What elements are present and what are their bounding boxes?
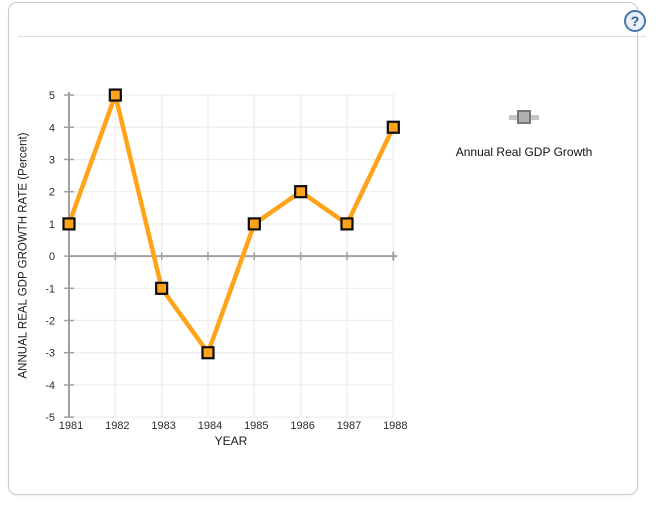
data-point-1985	[247, 217, 261, 231]
topbar-divider	[18, 36, 646, 37]
data-point-1981	[62, 217, 76, 231]
y-tick-label: 1	[49, 219, 55, 231]
x-tick-label: 1988	[383, 420, 407, 432]
help-button[interactable]: ?	[624, 10, 646, 32]
x-tick-label: 1983	[151, 420, 175, 432]
y-tick-label: -2	[45, 316, 55, 328]
legend-square-marker-icon	[517, 110, 531, 124]
series-line-annual-real-gdp-growth	[66, 92, 396, 355]
data-point-1982	[108, 88, 122, 102]
x-tick-label: 1981	[59, 420, 83, 432]
x-tick-label: 1986	[290, 420, 314, 432]
x-tick-label: 1987	[337, 420, 361, 432]
y-tick-label: 0	[49, 251, 55, 263]
y-tick-label: -3	[45, 348, 55, 360]
y-tick-label: -4	[45, 380, 55, 392]
data-point-1988	[386, 120, 400, 134]
legend-label: Annual Real GDP Growth	[455, 145, 593, 159]
data-point-1987	[340, 217, 354, 231]
y-tick-label: -1	[45, 283, 55, 295]
data-point-1983	[155, 281, 169, 295]
y-tick-label: 5	[49, 90, 55, 102]
legend: Annual Real GDP Growth	[424, 100, 624, 162]
x-axis-title: YEAR	[214, 434, 248, 448]
y-tick-label: 4	[49, 122, 55, 134]
y-tick-label: 3	[49, 154, 55, 166]
gdp-growth-line-chart: -5 -4 -3 -2 -1 0 1 2 3 4 5 1981 1982 1983 1984 1985 1986…	[45, 88, 408, 432]
x-tick-label: 1982	[105, 420, 129, 432]
question-mark-icon: ?	[630, 13, 640, 29]
y-tick-label: 2	[49, 187, 55, 199]
y-tick-label: -5	[45, 412, 55, 424]
graph-panel: ?	[8, 2, 646, 495]
data-point-1986	[294, 185, 308, 199]
data-point-1984	[201, 346, 215, 360]
x-tick-label: 1984	[198, 420, 222, 432]
x-tick-label: 1985	[244, 420, 268, 432]
